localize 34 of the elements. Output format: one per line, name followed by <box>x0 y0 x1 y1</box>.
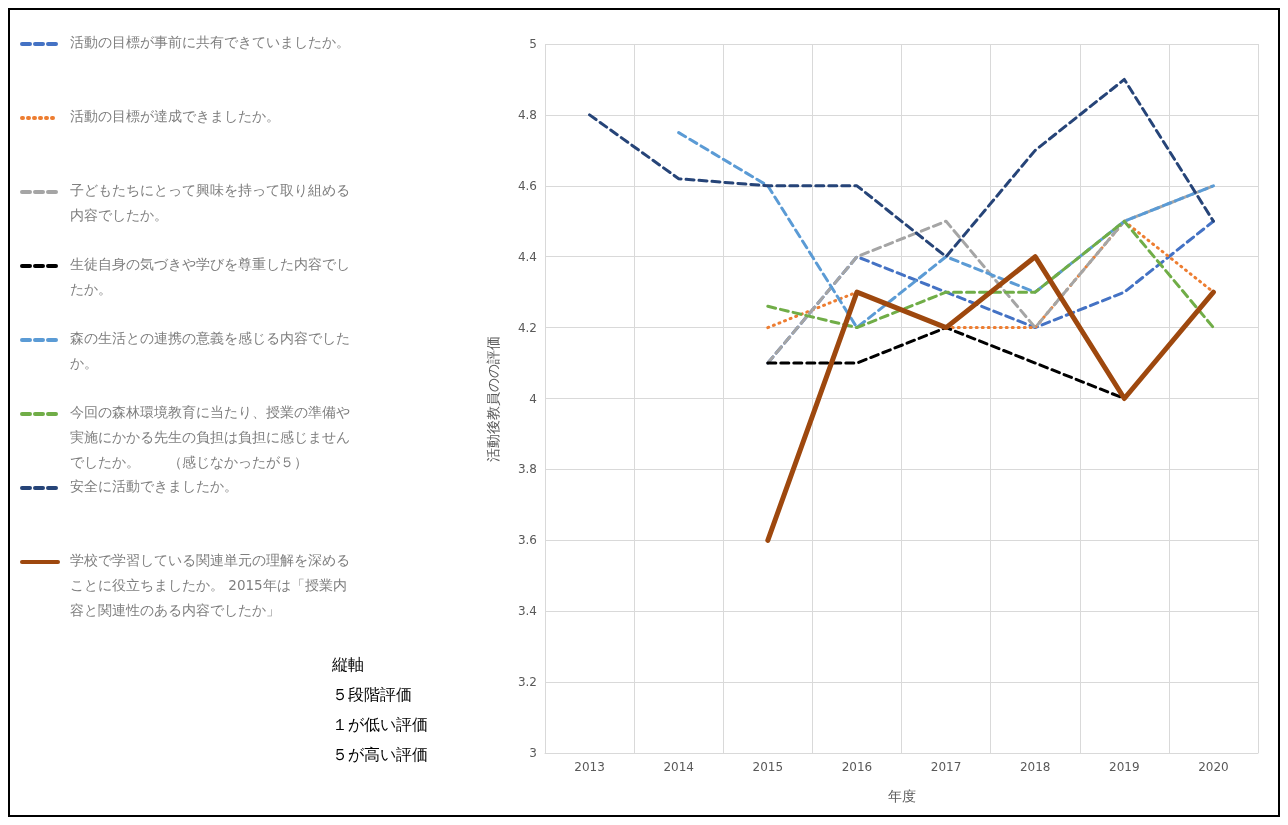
legend-label: 活動の目標が事前に共有できていましたか。 <box>70 33 351 52</box>
y-tick-label: 3.2 <box>517 675 537 690</box>
y-tick-label: 4.6 <box>517 178 537 193</box>
legend-label: 安全に活動できましたか。 <box>70 477 239 496</box>
y-axis-title: 活動後教員のの評価 <box>485 335 501 462</box>
x-tick-label: 2014 <box>663 760 694 774</box>
y-tick-label: 3.6 <box>517 533 537 548</box>
x-tick-label: 2016 <box>841 760 873 774</box>
text: ５段階評価 <box>332 684 413 706</box>
y-tick-label: 4 <box>529 391 537 406</box>
x-tick-label: 2020 <box>1198 760 1229 774</box>
legend-label: 今回の森林環境教育に当たり、授業の準備や実施にかかる先生の負担は負担に感じませんでしたか。 （感じなかったが５） <box>70 403 351 472</box>
y-tick-label: 4.2 <box>517 320 537 335</box>
legend-label: 学校で学習している関連単元の理解を深めることに役立ちましたか。 2015年は「授業内容と関連性のある内容でしたか」 <box>70 551 351 620</box>
x-tick-label: 2017 <box>930 760 962 774</box>
y-tick-label: 3 <box>529 746 537 760</box>
y-tick-label: 5 <box>529 37 537 51</box>
x-tick-label: 2013 <box>574 760 605 774</box>
x-axis-title: 年度 <box>887 788 916 804</box>
x-tick-label: 2015 <box>752 760 784 774</box>
x-tick-label: 2018 <box>1019 760 1051 774</box>
legend-label: 子どもたちにとって興味を持って取り組める内容でしたか。 <box>70 181 351 225</box>
y-tick-label: 4.8 <box>517 107 537 122</box>
legend-label: 生徒自身の気づきや学びを尊重した内容でしたか。 <box>70 255 351 299</box>
legend-label: 活動の目標が達成できましたか。 <box>70 107 281 126</box>
y-tick-label: 3.4 <box>517 604 537 619</box>
y-tick-label: 4.4 <box>517 249 537 264</box>
x-tick-label: 2019 <box>1109 760 1140 774</box>
y-tick-label: 3.8 <box>517 462 537 477</box>
legend-label: 森の生活との連携の意義を感じる内容でしたか。 <box>70 329 351 373</box>
text: ５が高い評価 <box>332 744 428 766</box>
text: 縦軸 <box>332 654 365 676</box>
line-series <box>588 77 1215 259</box>
text: １が低い評価 <box>332 714 428 736</box>
